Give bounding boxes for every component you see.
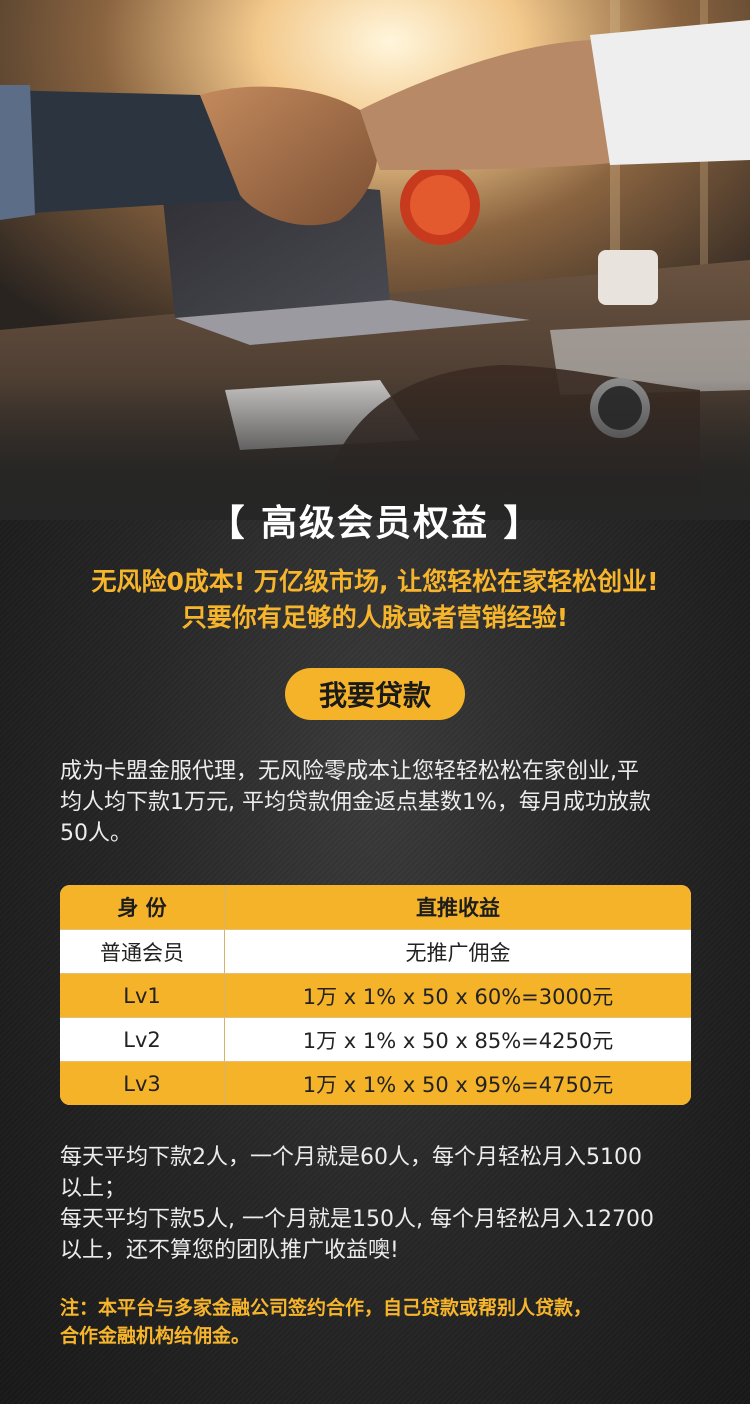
table-cell-earnings: 1万 x 1% x 50 x 95%=4750元 — [302, 1072, 614, 1097]
summary-line: 每天平均下款2人，一个月就是60人，每个月轻松月入5100 — [60, 1145, 642, 1170]
table-row: Lv3 1万 x 1% x 50 x 95%=4750元 — [60, 1061, 691, 1105]
summary-line: 以上； — [60, 1176, 127, 1201]
table-cell-earnings: 1万 x 1% x 50 x 85%=4250元 — [302, 1028, 614, 1053]
hero-image — [0, 0, 750, 520]
table-cell-earnings: 无推广佣金 — [405, 940, 511, 965]
table-row: Lv2 1万 x 1% x 50 x 85%=4250元 — [60, 1017, 691, 1061]
earnings-summary: 每天平均下款2人，一个月就是60人，每个月轻松月入5100 以上； 每天平均下款… — [60, 1142, 710, 1266]
note-line: 合作金融机构给佣金。 — [60, 1325, 251, 1347]
table-row: Lv1 1万 x 1% x 50 x 60%=3000元 — [60, 973, 691, 1017]
table-header-row: 身 份 直推收益 — [60, 885, 691, 929]
summary-line: 以上，还不算您的团队推广收益噢! — [60, 1238, 399, 1263]
note-line: 注：本平台与多家金融公司签约合作，自己贷款或帮别人贷款， — [60, 1297, 593, 1319]
commission-table: 身 份 直推收益 普通会员 无推广佣金 Lv1 1万 x 1% x 50 x 6… — [60, 885, 691, 1105]
slogan-line-2: 只要你有足够的人脉或者营销经验! — [181, 603, 569, 632]
intro-line: 均人均下款1万元, 平均贷款佣金返点基数1%，每月成功放款 — [60, 790, 651, 815]
column-header-earnings: 直推收益 — [416, 896, 500, 920]
table-cell-level: Lv3 — [60, 1062, 225, 1105]
hero-fade-overlay — [0, 380, 750, 520]
intro-line: 50人。 — [60, 821, 132, 846]
column-header-identity: 身 份 — [60, 885, 225, 929]
page-title: 【 高级会员权益 】 — [208, 503, 542, 544]
table-cell-level: 普通会员 — [60, 930, 225, 973]
intro-paragraph: 成为卡盟金服代理，无风险零成本让您轻轻松松在家创业,平 均人均下款1万元, 平均… — [60, 756, 700, 849]
table-cell-level: Lv2 — [60, 1018, 225, 1061]
intro-line: 成为卡盟金服代理，无风险零成本让您轻轻松松在家创业,平 — [60, 759, 639, 784]
table-row: 普通会员 无推广佣金 — [60, 929, 691, 973]
summary-line: 每天平均下款5人, 一个月就是150人, 每个月轻松月入12700 — [60, 1207, 654, 1232]
table-cell-earnings: 1万 x 1% x 50 x 60%=3000元 — [302, 984, 614, 1009]
table-cell-level: Lv1 — [60, 974, 225, 1017]
slogan-line-1: 无风险0成本! 万亿级市场, 让您轻松在家轻松创业! — [91, 567, 659, 596]
apply-loan-button[interactable]: 我要贷款 — [285, 668, 465, 720]
disclaimer-note: 注：本平台与多家金融公司签约合作，自己贷款或帮别人贷款， 合作金融机构给佣金。 — [60, 1294, 710, 1350]
